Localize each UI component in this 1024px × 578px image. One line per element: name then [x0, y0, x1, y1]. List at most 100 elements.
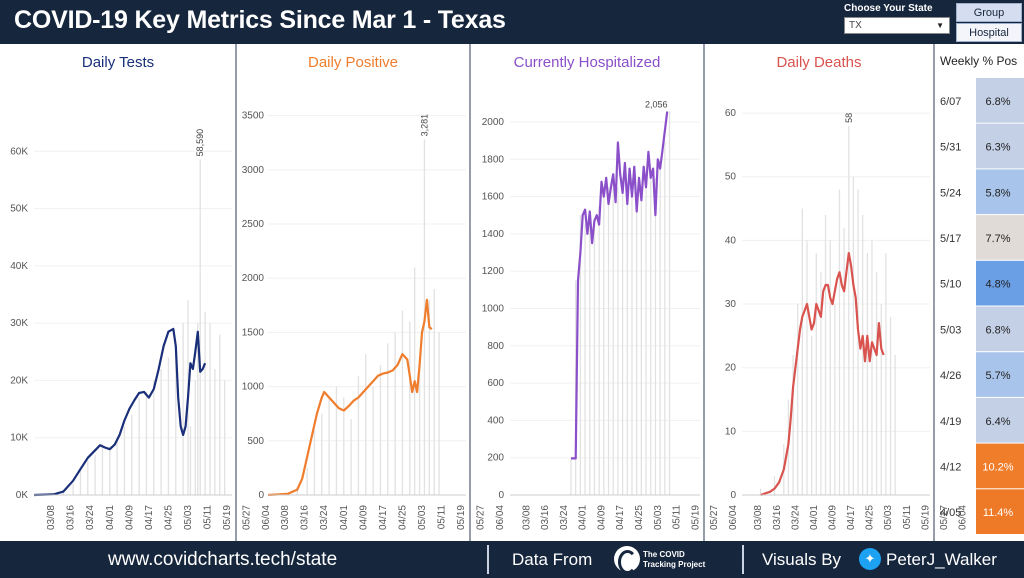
y-tick-label: 40	[725, 235, 737, 246]
page-title: COVID-19 Key Metrics Since Mar 1 - Texas	[14, 6, 506, 34]
daily-bar	[153, 380, 155, 495]
x-tick-label: 06/04	[261, 505, 272, 530]
daily-bar	[101, 443, 104, 495]
y-tick-label: 1000	[482, 303, 505, 314]
daily-bar	[387, 343, 389, 495]
daily-bar	[131, 414, 133, 495]
daily-bar	[640, 187, 643, 496]
x-tick-label: 04/01	[809, 505, 820, 530]
daily-bar	[394, 332, 396, 495]
daily-bar	[209, 323, 211, 495]
daily-bar	[862, 214, 864, 495]
daily-bar	[123, 426, 126, 495]
y-tick-label: 3500	[242, 111, 265, 122]
daily-bar	[372, 386, 374, 495]
x-tick-label: 04/01	[339, 505, 350, 530]
chevron-down-icon: ▼	[936, 21, 944, 30]
daily-bar	[848, 125, 850, 496]
daily-bar	[428, 299, 431, 495]
y-tick-label: 200	[487, 453, 504, 464]
twitter-handle-link[interactable]: PeterJ_Walker	[886, 550, 997, 569]
daily-bar	[843, 227, 845, 495]
daily-bar	[204, 311, 206, 495]
daily-bar	[87, 460, 89, 495]
chart-title: Daily Tests	[82, 54, 154, 71]
twitter-icon[interactable]: ✦	[859, 548, 881, 570]
y-tick-label: 1500	[242, 327, 265, 338]
x-tick-label: 06/04	[495, 505, 506, 530]
chart-title: Currently Hospitalized	[514, 54, 661, 71]
y-tick-label: 1200	[482, 266, 505, 277]
daily-bar	[313, 429, 316, 495]
daily-bar	[570, 458, 572, 495]
x-tick-label: 04/25	[634, 505, 645, 530]
daily-bar	[328, 397, 330, 495]
y-tick-label: 800	[487, 341, 504, 352]
hospital-toggle-button[interactable]: Hospital	[956, 23, 1022, 42]
visuals-by-label: Visuals By	[762, 550, 842, 569]
footer-url-link[interactable]: www.covidcharts.tech/state	[108, 549, 338, 570]
table-value: 5.8%	[985, 187, 1010, 199]
y-tick-label: 20K	[10, 375, 28, 386]
table-week-label: 5/24	[940, 187, 961, 199]
daily-bar	[815, 253, 817, 495]
x-tick-label: 06/04	[957, 505, 968, 530]
daily-bar	[194, 380, 197, 495]
daily-bar	[438, 332, 440, 495]
group-toggle-button[interactable]: Group	[956, 3, 1022, 22]
daily-bar	[636, 196, 638, 495]
daily-bar	[773, 475, 776, 495]
y-tick-label: 10	[725, 426, 737, 437]
x-tick-label: 03/08	[753, 505, 764, 530]
daily-bar	[433, 289, 435, 495]
daily-bar	[593, 224, 596, 495]
daily-bar	[197, 323, 199, 495]
daily-bar	[654, 177, 657, 495]
daily-bar	[645, 177, 647, 495]
x-tick-label: 04/09	[596, 505, 607, 530]
daily-bar	[612, 177, 614, 495]
x-tick-label: 05/27	[476, 505, 487, 530]
series-line	[571, 111, 669, 460]
charts-area: Daily Tests 0K 10K 20K 30K 40K 50K 60K 58,590 03/…	[10, 44, 1024, 541]
daily-bar	[806, 240, 808, 495]
y-tick-label: 2000	[482, 117, 505, 128]
daily-bar	[189, 426, 192, 495]
table-week-label: 5/31	[940, 142, 961, 154]
y-tick-label: 0K	[16, 490, 29, 501]
daily-bar	[852, 176, 855, 495]
chart-title: Daily Positive	[308, 54, 398, 71]
y-tick-label: 0	[498, 490, 504, 501]
x-tick-label: 04/17	[144, 505, 155, 530]
table-cell-color	[976, 215, 1024, 260]
y-tick-label: 2000	[242, 273, 265, 284]
daily-bar	[603, 196, 605, 495]
y-tick-label: 1400	[482, 229, 505, 240]
x-tick-label: 03/24	[559, 505, 570, 530]
y-tick-label: 1600	[482, 192, 505, 203]
table-cell-color	[976, 306, 1024, 352]
state-select-value: TX	[849, 20, 862, 31]
x-tick-label: 03/24	[85, 505, 96, 530]
daily-bar	[880, 304, 882, 495]
daily-bar	[160, 368, 162, 495]
x-tick-label: 04/17	[615, 505, 626, 530]
state-picker-label: Choose Your State	[844, 3, 933, 14]
x-tick-label: 03/08	[521, 505, 532, 530]
daily-bar	[810, 335, 813, 495]
series-line	[267, 298, 433, 497]
daily-bar	[335, 386, 338, 495]
daily-bar	[626, 187, 628, 496]
x-tick-label: 04/01	[578, 505, 589, 530]
chart-title: Daily Deaths	[776, 54, 861, 71]
y-tick-label: 30	[725, 299, 737, 310]
x-tick-label: 03/08	[280, 505, 291, 530]
table-value: 6.3%	[985, 142, 1010, 154]
daily-bar	[94, 454, 96, 495]
x-tick-label: 04/25	[163, 505, 174, 530]
daily-bar	[617, 187, 619, 496]
state-select[interactable]: TX ▼	[844, 17, 950, 34]
y-tick-label: 30K	[10, 318, 28, 329]
x-tick-label: 05/11	[672, 505, 683, 530]
daily-bar	[145, 391, 148, 495]
